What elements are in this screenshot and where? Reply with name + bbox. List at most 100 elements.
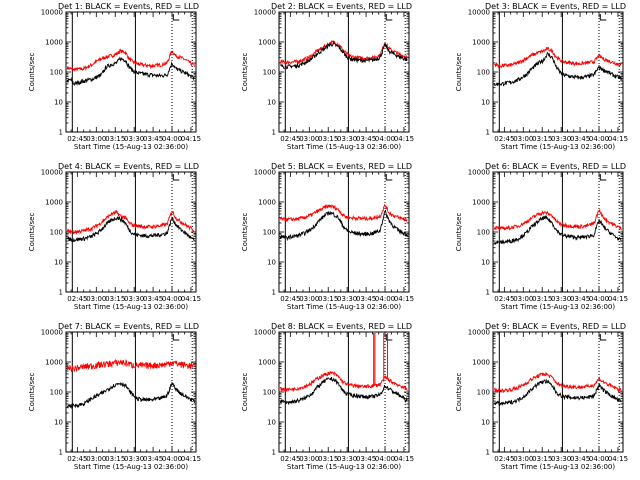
x-tick-label: 03:30 [551, 295, 571, 303]
x-tick-label: 03:15 [318, 455, 338, 463]
panel-title: Det 1: BLACK = Events, RED = LLD [58, 2, 199, 11]
lld-series-line [493, 209, 622, 231]
y-tick-label: 100 [263, 229, 276, 237]
events-series-line [279, 40, 408, 70]
panel-title: Det 7: BLACK = Events, RED = LLD [58, 322, 199, 331]
x-tick-label: 04:00 [589, 135, 609, 143]
x-tick-label: 04:00 [375, 295, 395, 303]
y-tick-label: 1000 [258, 199, 276, 207]
y-tick-label: 10 [54, 419, 63, 427]
x-tick-label: 04:15 [394, 295, 414, 303]
x-tick-label: 04:00 [162, 455, 182, 463]
events-series-line [66, 381, 195, 410]
y-tick-label: 10 [481, 419, 490, 427]
x-tick-label: 03:15 [532, 455, 552, 463]
x-tick-label: 04:00 [162, 135, 182, 143]
x-tick-label: 03:45 [143, 455, 163, 463]
x-tick-label: 04:15 [394, 135, 414, 143]
panel-det-9: Det 9: BLACK = Events, RED = LLD 1 10 100 10… [455, 322, 628, 471]
y-tick-label: 10 [267, 419, 276, 427]
panel-title: Det 5: BLACK = Events, RED = LLD [271, 162, 412, 171]
y-axis-label: Counts/sec [241, 373, 249, 412]
plot-frame [278, 171, 410, 293]
x-tick-label: 04:00 [375, 135, 395, 143]
panel-title: Det 2: BLACK = Events, RED = LLD [271, 2, 412, 11]
x-tick-label: 03:45 [143, 135, 163, 143]
lld-series-line [493, 46, 622, 69]
y-axis-label: Counts/sec [241, 53, 249, 92]
panel-det-3: Det 3: BLACK = Events, RED = LLD 1 10 100 10… [455, 2, 628, 151]
y-axis-label: Counts/sec [28, 213, 36, 252]
x-tick-label: 03:00 [513, 455, 533, 463]
x-tick-label: 02:45 [280, 135, 300, 143]
events-series-line [494, 214, 622, 245]
x-tick-label: 02:45 [280, 455, 300, 463]
x-axis-label: Start Time (15-Aug-13 02:36:00) [74, 303, 188, 311]
events-series-line [493, 378, 622, 406]
y-tick-label: 100 [477, 69, 490, 77]
y-axis-label: Counts/sec [455, 213, 463, 252]
y-tick-label: 1 [272, 289, 276, 297]
panel-title: Det 6: BLACK = Events, RED = LLD [485, 162, 626, 171]
panel-title: Det 3: BLACK = Events, RED = LLD [485, 2, 626, 11]
x-tick-label: 04:00 [589, 295, 609, 303]
x-tick-label: 02:45 [494, 295, 514, 303]
x-tick-label: 04:15 [608, 135, 628, 143]
panel-det-6: Det 6: BLACK = Events, RED = LLD 1 10 100 10… [455, 162, 628, 311]
x-tick-label: 03:00 [86, 295, 106, 303]
interval-marker [172, 334, 180, 341]
y-tick-label: 10 [481, 259, 490, 267]
lld-series-line [493, 371, 622, 394]
events-series-line [279, 377, 408, 406]
x-tick-label: 03:30 [124, 295, 144, 303]
y-tick-label: 10 [54, 259, 63, 267]
x-tick-label: 03:45 [356, 455, 376, 463]
panel-det-7: Det 7: BLACK = Events, RED = LLD 1 10 100 10… [28, 322, 201, 471]
x-tick-label: 03:30 [124, 135, 144, 143]
x-tick-label: 03:00 [299, 455, 319, 463]
y-tick-label: 1 [272, 449, 276, 457]
x-tick-label: 03:30 [124, 455, 144, 463]
y-tick-label: 10000 [41, 169, 63, 177]
y-tick-label: 100 [477, 229, 490, 237]
lld-series-line [66, 48, 195, 72]
y-axis-label: Counts/sec [455, 373, 463, 412]
events-series-line [279, 209, 408, 242]
panel-det-4: Det 4: BLACK = Events, RED = LLD 1 10 100 10… [28, 162, 201, 311]
panel-det-5: Det 5: BLACK = Events, RED = LLD 1 10 100 10… [241, 162, 414, 311]
y-tick-label: 100 [477, 389, 490, 397]
x-tick-label: 03:45 [570, 295, 590, 303]
y-tick-label: 100 [263, 69, 276, 77]
panel-title: Det 8: BLACK = Events, RED = LLD [271, 322, 412, 331]
y-tick-label: 10000 [468, 9, 490, 17]
lld-series-line [66, 358, 195, 373]
x-tick-label: 03:00 [299, 135, 319, 143]
x-tick-label: 03:15 [105, 135, 125, 143]
y-tick-label: 1000 [472, 359, 490, 367]
plot-frame [65, 11, 197, 133]
panel-title: Det 9: BLACK = Events, RED = LLD [485, 322, 626, 331]
interval-marker [385, 174, 393, 181]
x-tick-label: 03:30 [337, 295, 357, 303]
x-tick-label: 03:30 [337, 135, 357, 143]
x-tick-label: 03:45 [356, 295, 376, 303]
y-axis-label: Counts/sec [455, 53, 463, 92]
panel-title: Det 4: BLACK = Events, RED = LLD [58, 162, 199, 171]
y-tick-label: 1000 [45, 359, 63, 367]
y-tick-label: 1 [59, 129, 63, 137]
x-tick-label: 04:15 [608, 295, 628, 303]
x-tick-label: 02:45 [67, 295, 87, 303]
x-tick-label: 03:30 [551, 455, 571, 463]
x-tick-label: 02:45 [494, 135, 514, 143]
y-tick-label: 10 [481, 99, 490, 107]
y-tick-label: 1 [486, 449, 490, 457]
x-tick-label: 03:45 [570, 135, 590, 143]
interval-marker [385, 334, 393, 341]
x-tick-label: 04:15 [181, 135, 201, 143]
y-axis-label: Counts/sec [241, 213, 249, 252]
interval-marker [599, 14, 607, 21]
y-tick-label: 100 [50, 389, 63, 397]
y-tick-label: 1000 [472, 199, 490, 207]
x-tick-label: 03:30 [337, 455, 357, 463]
